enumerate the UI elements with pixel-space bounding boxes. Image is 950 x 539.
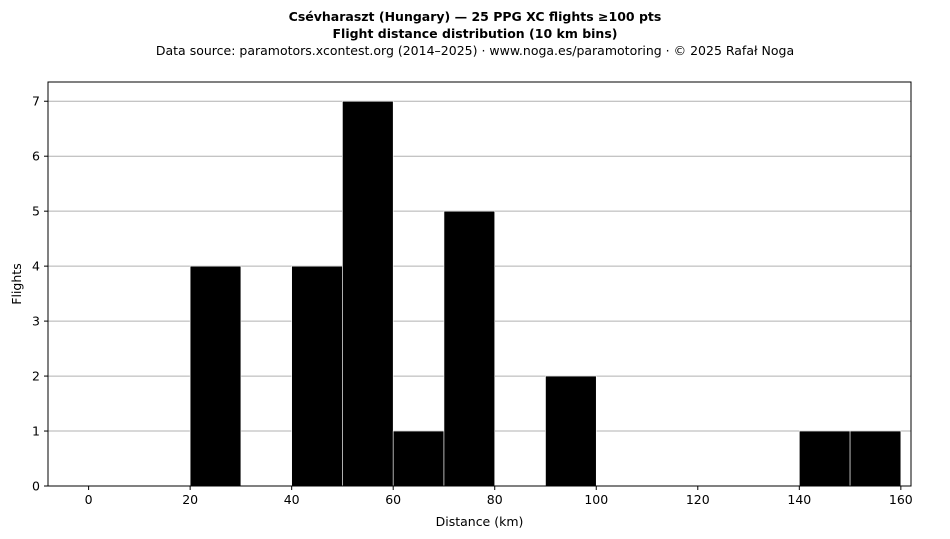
histogram-bar: [443, 210, 496, 487]
y-axis-label: Flights: [9, 263, 24, 304]
y-tick-label: 5: [32, 204, 40, 219]
y-tick-label: 4: [32, 259, 40, 274]
histogram-bar: [392, 430, 445, 487]
x-tick-label: 80: [487, 492, 503, 507]
y-tick-label: 1: [32, 424, 40, 439]
y-tick-label: 3: [32, 314, 40, 329]
x-tick-label: 100: [584, 492, 608, 507]
histogram-bar: [189, 265, 242, 487]
histogram-bar: [849, 430, 902, 487]
histogram-bar: [291, 265, 343, 487]
x-tick-label: 20: [182, 492, 198, 507]
y-tick-label: 6: [32, 149, 40, 164]
x-axis-label: Distance (km): [436, 514, 524, 529]
histogram-bar: [545, 375, 597, 487]
histogram-bar: [799, 430, 851, 487]
y-axis-ticks: 0 1 2 3 4 5 6 7: [32, 94, 48, 494]
x-tick-label: 40: [284, 492, 300, 507]
x-axis-ticks: 0 20 40 60 80 100 120 140 160: [85, 486, 913, 507]
x-tick-label: 60: [385, 492, 401, 507]
x-tick-label: 140: [787, 492, 811, 507]
histogram-bar: [342, 100, 394, 487]
x-tick-label: 0: [85, 492, 93, 507]
chart-subtitle: Flight distance distribution (10 km bins…: [332, 26, 618, 41]
data-source-line: Data source: paramotors.xcontest.org (20…: [155, 43, 795, 58]
chart-title: Csévharaszt (Hungary) — 25 PPG XC flight…: [288, 9, 662, 24]
y-tick-label: 0: [32, 479, 40, 494]
plot-frame: [47, 81, 912, 487]
bars-layer: [189, 100, 902, 487]
x-tick-label: 160: [889, 492, 913, 507]
y-tick-label: 2: [32, 369, 40, 384]
x-tick-label: 120: [686, 492, 710, 507]
y-tick-label: 7: [32, 94, 40, 109]
